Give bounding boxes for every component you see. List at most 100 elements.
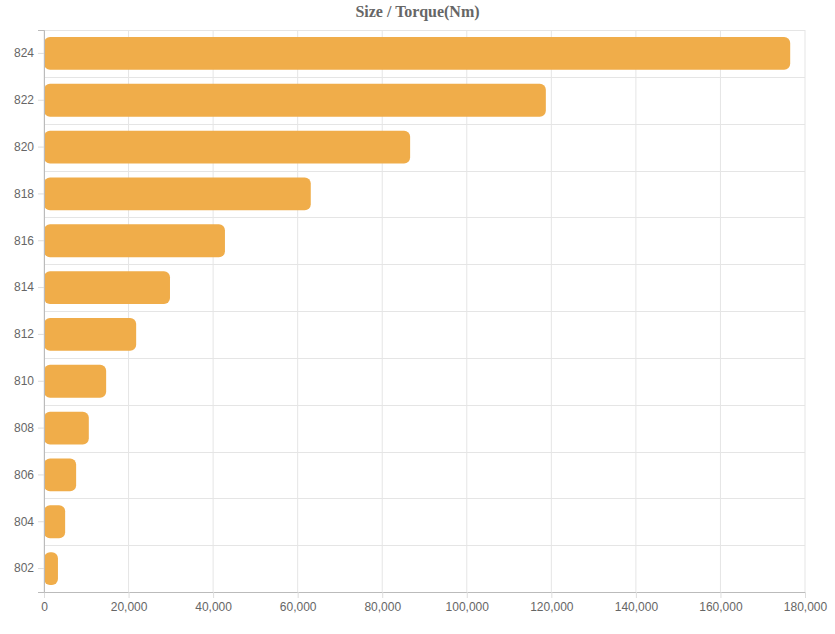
bar [44, 84, 546, 117]
row-separator [44, 30, 805, 31]
bar [44, 365, 106, 398]
x-tick: 180,000 [784, 592, 828, 614]
row-separator [44, 498, 805, 499]
bar [44, 552, 58, 585]
y-tick: 822 [14, 93, 44, 107]
x-tick-mark [382, 592, 383, 598]
bar [44, 318, 136, 351]
y-tick-mark [38, 521, 44, 522]
x-tick-mark [636, 592, 637, 598]
bar [44, 224, 225, 257]
x-tick-mark [213, 592, 214, 598]
row-separators [44, 31, 805, 546]
x-axis: 0 20,000 40,000 60,000 80,000 100,000 120,000 1… [41, 592, 827, 614]
x-tick-label: 140,000 [615, 600, 659, 614]
plot: 0 20,000 40,000 60,000 80,000 100,000 120,000 1… [14, 30, 828, 614]
y-tick-label: 812 [14, 327, 34, 341]
y-tick-label: 824 [14, 46, 34, 60]
row-separator [44, 405, 805, 406]
y-tick-mark [38, 147, 44, 148]
row-separator [44, 358, 805, 359]
y-tick: 812 [14, 327, 44, 341]
y-tick: 806 [14, 468, 44, 482]
bar [44, 412, 89, 445]
row-separator [44, 217, 805, 218]
y-tick-label: 804 [14, 515, 34, 529]
x-tick: 60,000 [280, 592, 317, 614]
y-tick: 804 [14, 515, 44, 529]
x-tick: 0 [41, 592, 48, 614]
x-tick: 100,000 [446, 592, 490, 614]
bar [44, 178, 311, 211]
row-separator [44, 171, 805, 172]
y-tick-mark [38, 334, 44, 335]
x-tick: 120,000 [530, 592, 574, 614]
y-tick-label: 808 [14, 421, 34, 435]
x-tick: 40,000 [195, 592, 232, 614]
x-tick-label: 60,000 [280, 600, 317, 614]
x-tick: 20,000 [111, 592, 148, 614]
y-tick-mark [38, 568, 44, 569]
y-tick-mark [38, 100, 44, 101]
x-tick-mark [467, 592, 468, 598]
y-tick-mark [38, 428, 44, 429]
y-tick-mark [38, 474, 44, 475]
y-tick: 814 [14, 280, 44, 294]
x-tick-mark [551, 592, 552, 598]
x-tick-label: 0 [41, 600, 48, 614]
y-tick-mark [38, 381, 44, 382]
row-separator [44, 77, 805, 78]
bar [44, 505, 65, 538]
bar [44, 271, 170, 304]
bar [44, 459, 76, 492]
y-tick: 816 [14, 234, 44, 248]
chart-title: Size / Torque(Nm) [355, 3, 479, 21]
y-tick: 810 [14, 374, 44, 388]
y-tick-mark [38, 287, 44, 288]
y-tick-label: 816 [14, 234, 34, 248]
y-tick-label: 818 [14, 187, 34, 201]
y-tick-label: 820 [14, 140, 34, 154]
x-tick-mark [720, 592, 721, 598]
bars [44, 37, 790, 585]
y-axis: 824 822 820 818 816 814 812 810 808 806 804 802 [14, 31, 45, 593]
chart-svg: Size / Torque(Nm) 0 20,000 40,000 60,000 80,0… [0, 0, 835, 634]
grid [44, 30, 805, 592]
x-tick-label: 120,000 [530, 600, 574, 614]
row-separator [44, 264, 805, 265]
y-tick: 808 [14, 421, 44, 435]
y-tick: 818 [14, 187, 44, 201]
row-separator [44, 311, 805, 312]
x-tick-label: 180,000 [784, 600, 828, 614]
y-tick-label: 822 [14, 93, 34, 107]
y-tick: 820 [14, 140, 44, 154]
x-axis-line [45, 593, 806, 599]
y-tick-label: 814 [14, 280, 34, 294]
x-tick-label: 40,000 [195, 600, 232, 614]
row-separator [44, 452, 805, 453]
row-separator [44, 124, 805, 125]
x-tick: 140,000 [615, 592, 659, 614]
y-tick-mark [38, 193, 44, 194]
x-tick-label: 100,000 [446, 600, 490, 614]
bar [44, 37, 790, 70]
y-tick-label: 802 [14, 561, 34, 575]
x-tick: 160,000 [699, 592, 743, 614]
x-tick-mark [129, 592, 130, 598]
bar [44, 131, 410, 164]
y-tick-mark [38, 240, 44, 241]
row-separator [44, 545, 805, 546]
y-tick: 802 [14, 561, 44, 575]
x-tick: 80,000 [364, 592, 401, 614]
x-tick-label: 160,000 [699, 600, 743, 614]
y-tick-label: 806 [14, 468, 34, 482]
chart-container: Size / Torque(Nm) 0 20,000 40,000 60,000 80,0… [0, 0, 835, 634]
y-tick: 824 [14, 46, 44, 60]
y-tick-label: 810 [14, 374, 34, 388]
y-tick-mark [38, 53, 44, 54]
x-tick-mark [805, 592, 806, 598]
x-tick-label: 80,000 [364, 600, 401, 614]
y-axis-line [38, 31, 45, 593]
x-tick-mark [298, 592, 299, 598]
x-tick-label: 20,000 [111, 600, 148, 614]
